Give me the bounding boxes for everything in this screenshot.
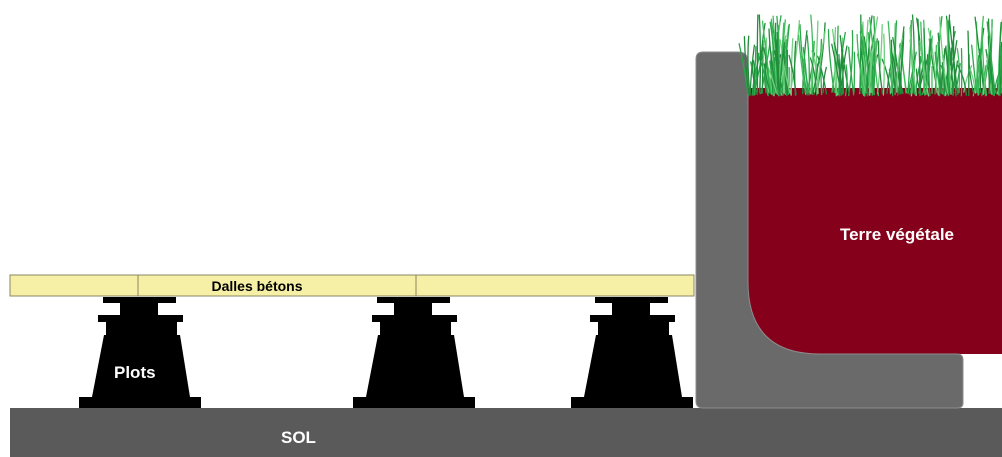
pedestal-1 — [79, 297, 201, 408]
grass-blade — [802, 46, 809, 94]
grass-blade — [872, 54, 875, 96]
grass-blade — [869, 50, 873, 96]
grass-blade — [971, 44, 978, 94]
grass-blade — [798, 35, 807, 95]
ground-strip — [10, 408, 1002, 457]
grass-blade — [761, 20, 772, 93]
grass-blade — [816, 30, 826, 95]
grass-blade — [937, 32, 941, 95]
grass-blade — [876, 23, 883, 95]
grass-blade — [860, 47, 868, 95]
grass-blade — [890, 39, 897, 94]
grass-blade — [752, 59, 756, 95]
grass-blade — [848, 46, 855, 96]
grass-blade — [811, 63, 819, 94]
grass-blade — [769, 60, 777, 94]
grass-blade — [979, 48, 987, 97]
grass-blade — [841, 45, 848, 96]
concrete-slabs — [9, 274, 695, 297]
grass-blade — [844, 64, 848, 97]
grass-blade — [881, 58, 891, 95]
grass-blade — [892, 36, 901, 94]
grass-blade — [809, 51, 814, 95]
planter-soil — [748, 88, 1002, 354]
grass-blade — [934, 51, 943, 95]
grass-blade — [787, 66, 790, 96]
grass-blade — [756, 14, 759, 93]
ground-label: SOL — [281, 428, 316, 447]
grass-blade — [939, 16, 949, 95]
soil-label: Terre végétale — [840, 225, 954, 244]
pedestal-3 — [571, 297, 693, 408]
grass-blade — [985, 48, 990, 93]
slab-3 — [415, 274, 695, 297]
grass-blade — [747, 35, 751, 95]
grass-blade — [856, 33, 866, 97]
grass-blade — [763, 63, 772, 95]
grass-blade — [866, 15, 873, 94]
grass-blade — [897, 30, 905, 96]
grass-blade — [896, 37, 904, 93]
grass-blade — [887, 20, 893, 94]
pedestals-label: Plots — [114, 363, 156, 382]
grass-blade — [950, 47, 954, 94]
slab-1 — [9, 274, 139, 297]
grass-blade — [948, 18, 959, 96]
grass-blade — [957, 64, 968, 96]
grass-blade — [809, 57, 818, 93]
grass-blade — [927, 27, 938, 94]
grass-blade — [963, 64, 973, 93]
grass-blade — [767, 67, 778, 95]
grass-blade — [827, 28, 835, 94]
grass-blade — [780, 23, 790, 94]
grass-blade — [919, 59, 926, 97]
grass-blade — [779, 42, 786, 97]
grass-blade — [987, 35, 995, 94]
grass-blade — [799, 24, 808, 94]
planter-wall — [695, 51, 964, 409]
grass-blade — [751, 62, 758, 96]
grass-blade — [833, 42, 842, 96]
grass-blade — [934, 15, 943, 95]
grass-blade — [759, 22, 766, 95]
grass — [738, 14, 1002, 97]
grass-blade — [976, 65, 979, 96]
grass-blade — [877, 40, 884, 94]
grass-blade — [937, 41, 941, 96]
grass-blade — [862, 54, 866, 94]
grass-blade — [999, 21, 1002, 93]
grass-blade — [996, 40, 1002, 95]
grass-blade — [919, 40, 930, 97]
grass-blade — [753, 52, 760, 96]
grass-blade — [848, 29, 854, 97]
pedestal-2 — [353, 297, 475, 408]
slabs-label: Dalles bétons — [211, 278, 302, 294]
grass-blade — [974, 16, 985, 95]
pedestals — [79, 297, 693, 408]
grass-blade — [982, 27, 993, 96]
grass-blade — [738, 43, 749, 95]
grass-blade — [909, 26, 918, 96]
grass-blade — [924, 35, 933, 95]
grass-blade — [882, 33, 886, 96]
grass-blade — [967, 30, 970, 97]
grass-blade — [788, 54, 797, 96]
grass-blade — [928, 38, 932, 97]
grass-blade — [920, 21, 926, 96]
grass-blade — [817, 55, 828, 95]
grass-blade — [981, 26, 988, 96]
grass-blade — [743, 36, 750, 97]
grass-blade — [774, 22, 781, 97]
